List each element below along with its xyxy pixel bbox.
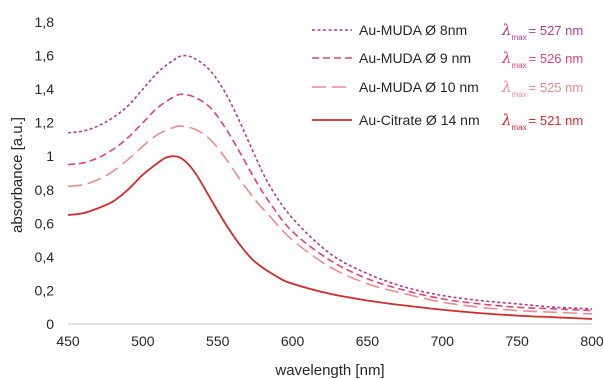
- x-tick-label: 800: [580, 333, 604, 349]
- lambda-symbol: λ: [501, 21, 512, 39]
- lambda-max-label: λmax = 525 nm: [501, 78, 583, 99]
- y-tick-label: 1: [46, 148, 54, 164]
- x-tick-label: 600: [281, 333, 305, 349]
- legend-entry: Au-MUDA Ø 9 nm λmax = 526 nm: [312, 49, 583, 70]
- x-tick-labels: 450 500 550 600 650 700 750 800: [56, 333, 604, 349]
- legend-label: Au-MUDA Ø 9 nm: [359, 50, 471, 66]
- y-tick-label: 1,2: [35, 115, 55, 131]
- x-tick-label: 750: [505, 333, 529, 349]
- y-tick-label: 1,8: [35, 14, 55, 30]
- legend-entry: Au-MUDA Ø 8nm λmax = 527 nm: [312, 21, 583, 42]
- x-tick-label: 450: [56, 333, 80, 349]
- y-tick-label: 0,4: [35, 249, 55, 265]
- lambda-value: = 521 nm: [529, 113, 584, 128]
- x-tick-label: 550: [206, 333, 230, 349]
- y-tick-label: 1,6: [35, 48, 55, 64]
- legend-entry: Au-Citrate Ø 14 nm λmax = 521 nm: [312, 111, 583, 132]
- lambda-value: = 527 nm: [529, 23, 584, 38]
- series-line-3: [68, 126, 592, 314]
- lambda-subscript: max: [512, 123, 527, 132]
- y-axis-title: absorbance [a.u.]: [9, 117, 26, 233]
- lambda-max-label: λmax = 526 nm: [501, 49, 583, 70]
- legend-label: Au-MUDA Ø 10 nm: [359, 79, 479, 95]
- x-tick-label: 500: [131, 333, 155, 349]
- series-line-4: [68, 156, 592, 319]
- y-tick-labels: 0 0,2 0,4 0,6 0,8 1 1,2 1,4 1,6 1,8: [35, 14, 55, 332]
- legend-entry: Au-MUDA Ø 10 nm λmax = 525 nm: [312, 78, 583, 99]
- lambda-value: = 526 nm: [529, 51, 584, 66]
- y-tick-label: 0,2: [35, 282, 55, 298]
- lambda-max-label: λmax = 521 nm: [501, 111, 583, 132]
- lambda-symbol: λ: [501, 111, 512, 129]
- legend-label: Au-MUDA Ø 8nm: [359, 22, 467, 38]
- lambda-subscript: max: [512, 90, 527, 99]
- y-tick-label: 0: [46, 316, 54, 332]
- lambda-symbol: λ: [501, 78, 512, 96]
- x-axis-title: wavelength [nm]: [274, 362, 384, 379]
- lambda-symbol: λ: [501, 49, 512, 67]
- y-tick-label: 0,6: [35, 215, 55, 231]
- legend-label: Au-Citrate Ø 14 nm: [359, 112, 480, 128]
- lambda-max-label: λmax = 527 nm: [501, 21, 583, 42]
- lambda-subscript: max: [512, 33, 527, 42]
- x-tick-label: 700: [431, 333, 455, 349]
- y-tick-label: 0,8: [35, 182, 55, 198]
- lambda-subscript: max: [512, 61, 527, 70]
- y-tick-label: 1,4: [35, 81, 55, 97]
- lambda-value: = 525 nm: [529, 80, 584, 95]
- x-tick-label: 650: [356, 333, 380, 349]
